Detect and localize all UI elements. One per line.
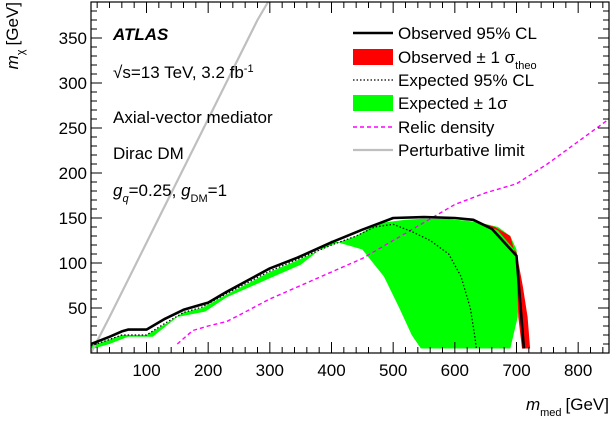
model-label: Axial-vector mediator: [113, 108, 273, 127]
x-tick-label: 200: [194, 361, 222, 380]
y-tick-label: 100: [59, 254, 87, 273]
legend-swatch: [353, 95, 393, 111]
legend-label: Relic density: [398, 118, 495, 137]
x-tick-label: 300: [256, 361, 284, 380]
x-tick-label: 700: [502, 361, 530, 380]
x-axis-title: mmed [GeV]: [526, 395, 609, 419]
legend-item-relic: Relic density: [353, 118, 495, 137]
x-tick-label: 100: [132, 361, 160, 380]
plot-frame: [90, 1, 610, 354]
series-relic: [176, 118, 609, 345]
legend-label: Expected 95% CL: [398, 71, 534, 90]
x-tick-label: 800: [564, 361, 592, 380]
coupling-label: gq=0.25, gDM=1: [113, 181, 227, 205]
y-tick-label: 200: [59, 164, 87, 183]
y-tick-label: 350: [59, 29, 87, 48]
x-tick-label: 600: [441, 361, 469, 380]
legend-label: Perturbative limit: [398, 141, 525, 160]
series-perturbative: [91, 2, 269, 353]
y-axis-title: mχ[GeV]: [3, 2, 27, 69]
y-tick-label: 300: [59, 74, 87, 93]
energy-superscript: -1: [244, 63, 254, 75]
y-tick-label: 50: [68, 299, 87, 318]
x-tick-label: 400: [317, 361, 345, 380]
dm-label: Dirac DM: [113, 144, 184, 163]
legend-label: Observed 95% CL: [398, 24, 537, 43]
axes-layer: 100 200 300 400 500 600 700 800 50 100 150 200 250 30…: [59, 1, 609, 380]
legend-label: Expected ± 1σ: [398, 94, 508, 113]
legend-item-exp-band: Expected ± 1σ: [353, 94, 508, 113]
legend-item-obs-band: Observed ± 1 σtheo: [353, 48, 537, 72]
series-layer: [91, 2, 609, 353]
legend-swatch: [353, 49, 393, 65]
y-tick-label: 150: [59, 209, 87, 228]
atlas-label: ATLAS: [112, 25, 169, 44]
legend-item-expected: Expected 95% CL: [353, 71, 534, 90]
series-exp-band: [91, 218, 520, 349]
x-tick-label: 500: [379, 361, 407, 380]
series-expected: [91, 223, 477, 349]
legend-item-observed: Observed 95% CL: [353, 24, 537, 43]
y-tick-label: 250: [59, 119, 87, 138]
legend-item-perturbative: Perturbative limit: [353, 141, 525, 160]
legend-label: Observed ± 1 σtheo: [398, 48, 537, 72]
energy-label: √s=13 TeV, 3.2 fb-1: [113, 63, 254, 82]
series-observed: [91, 215, 526, 349]
